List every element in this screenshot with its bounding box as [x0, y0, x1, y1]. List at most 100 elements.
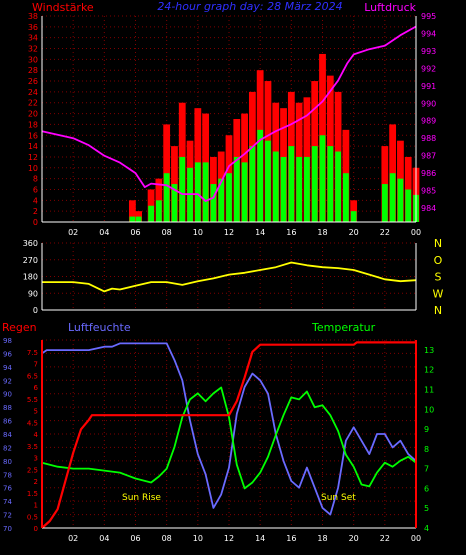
- wind-mean-bar: [280, 156, 287, 222]
- wind-mean-bar: [155, 200, 162, 222]
- rain-tick-label: 4.5: [27, 419, 38, 427]
- direction-label: N: [434, 237, 442, 250]
- y-left-tick-label: 6: [33, 185, 38, 194]
- y-right-tick-label: 988: [421, 134, 436, 143]
- rain-tick-label: 0: [34, 525, 38, 533]
- y-left-tick-label: 14: [28, 142, 38, 151]
- wind-mean-bar: [135, 216, 142, 222]
- y-right-tick-label: 990: [421, 99, 436, 108]
- x-tick-label: 12: [224, 534, 234, 543]
- wind-mean-bar: [311, 146, 318, 222]
- wind-mean-bar: [171, 184, 178, 222]
- humidity-tick-label: 82: [3, 444, 12, 452]
- y-tick-label: 180: [23, 273, 38, 282]
- x-tick-label: 00: [411, 228, 421, 237]
- temperature-tick-label: 7: [424, 465, 429, 474]
- sunset-annotation: Sun Set: [321, 493, 356, 503]
- humidity-tick-label: 72: [3, 512, 12, 520]
- rain-tick-label: 6: [34, 384, 39, 392]
- sunrise-annotation: Sun Rise: [122, 493, 161, 503]
- y-right-tick-label: 992: [421, 64, 436, 73]
- humidity-tick-label: 80: [3, 458, 12, 466]
- temperature-tick-label: 5: [424, 504, 429, 513]
- wind-pressure-panel: 24-hour graph day: 28 März 2024 Windstär…: [28, 0, 436, 237]
- x-tick-label: 16: [286, 228, 296, 237]
- rain-axis-label: Regen: [2, 321, 37, 334]
- rain-tick-label: 3: [34, 455, 38, 463]
- y-tick-label: 0: [33, 306, 38, 315]
- rain-tick-label: 2.5: [27, 466, 38, 474]
- rain-humidity-temperature-panel: Regen Luftfeuchte Temperatur 70727476788…: [2, 321, 434, 543]
- x-tick-label: 00: [411, 534, 421, 543]
- humidity-tick-label: 84: [3, 431, 12, 439]
- y-right-tick-label: 984: [421, 204, 436, 213]
- humidity-tick-label: 90: [3, 391, 12, 399]
- wind-mean-bar: [397, 178, 404, 222]
- rain-tick-label: 5: [34, 408, 38, 416]
- wind-mean-bar: [194, 162, 201, 222]
- y-left-tick-label: 20: [28, 110, 38, 119]
- y-left-tick-label: 34: [28, 34, 38, 43]
- wind-mean-bar: [272, 151, 279, 222]
- y-left-tick-label: 8: [33, 175, 38, 184]
- humidity-tick-label: 92: [3, 377, 12, 385]
- wind-mean-bar: [319, 135, 326, 222]
- wind-mean-bar: [389, 173, 396, 222]
- direction-label: N: [434, 304, 442, 317]
- temperature-axis-label: Temperatur: [311, 321, 376, 334]
- temperature-tick-label: 9: [424, 425, 429, 434]
- y-right-tick-label: 991: [421, 82, 436, 91]
- y-left-tick-label: 10: [28, 164, 38, 173]
- y-left-tick-label: 26: [28, 77, 38, 86]
- pressure-series: [41, 25, 417, 203]
- wind-mean-bar: [296, 156, 303, 222]
- wind-mean-bar: [241, 162, 248, 222]
- humidity-tick-label: 88: [3, 404, 12, 412]
- temperature-tick-label: 4: [424, 524, 429, 533]
- wind-mean-bar: [257, 129, 264, 222]
- temperature-tick-label: 8: [424, 445, 429, 454]
- wind-mean-bar: [179, 156, 186, 222]
- chart-title: 24-hour graph day: 28 März 2024: [157, 0, 342, 13]
- wind-mean-bar: [218, 178, 225, 222]
- y-right-tick-label: 986: [421, 169, 436, 178]
- x-tick-label: 16: [286, 534, 296, 543]
- x-tick-label: 06: [130, 228, 140, 237]
- wind-mean-bar: [265, 140, 271, 222]
- rain-tick-label: 1: [34, 502, 38, 510]
- wind-mean-bar: [210, 184, 217, 222]
- x-tick-label: 08: [162, 228, 172, 237]
- x-tick-label: 02: [68, 228, 78, 237]
- x-tick-label: 10: [193, 534, 203, 543]
- humidity-line: [41, 342, 417, 516]
- tick-labels: 0 N 90 W 180 S 270 O 360 N: [23, 237, 444, 317]
- rain-tick-label: 7: [34, 361, 38, 369]
- rain-tick-label: 6.5: [27, 372, 38, 380]
- wind-mean-bar: [304, 156, 310, 222]
- y-left-tick-label: 32: [28, 45, 38, 54]
- temperature-tick-label: 13: [424, 346, 434, 355]
- y-left-tick-label: 2: [33, 207, 38, 216]
- y-left-tick-label: 24: [28, 88, 38, 97]
- x-tick-label: 10: [193, 228, 203, 237]
- x-tick-label: 12: [224, 228, 234, 237]
- y-left-tick-label: 16: [28, 131, 38, 140]
- right-axis-label: Luftdruck: [364, 1, 416, 14]
- direction-label: O: [434, 254, 443, 267]
- x-tick-label: 18: [317, 534, 327, 543]
- temperature-tick-label: 6: [424, 484, 429, 493]
- direction-series: [42, 261, 417, 293]
- y-left-tick-label: 38: [28, 12, 38, 21]
- rain-tick-label: 3.5: [27, 443, 38, 451]
- humidity-tick-label: 94: [3, 364, 12, 372]
- x-tick-label: 08: [162, 534, 172, 543]
- wind-mean-bar: [381, 184, 388, 222]
- y-left-tick-label: 28: [28, 66, 38, 75]
- wind-mean-bar: [226, 173, 232, 222]
- humidity-axis-label: Luftfeuchte: [68, 321, 131, 334]
- wind-mean-bar: [249, 146, 256, 222]
- wind-mean-bar: [129, 216, 136, 222]
- humidity-tick-label: 74: [3, 498, 12, 506]
